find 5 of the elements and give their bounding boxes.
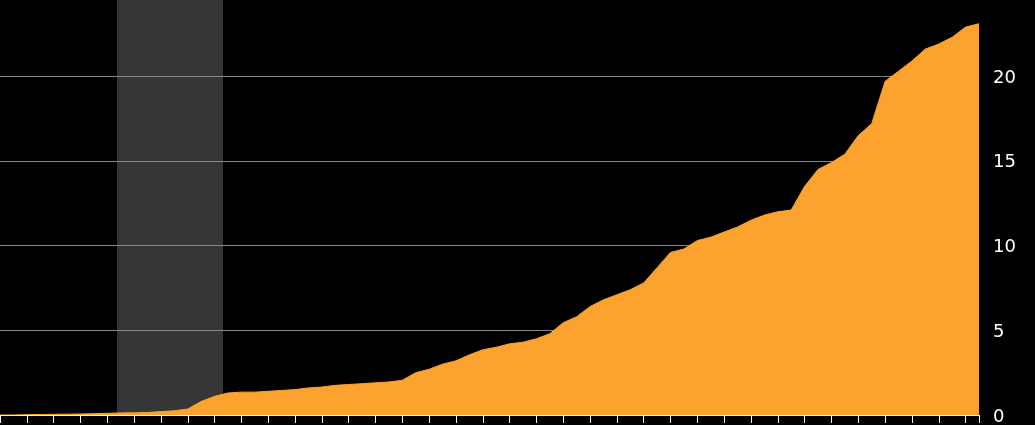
y-tick-label: 10	[993, 235, 1016, 257]
y-tick-label: 20	[993, 65, 1016, 87]
y-tick-label: 5	[993, 319, 1005, 341]
y-tick-label: 15	[993, 150, 1016, 172]
y-tick-label: 0	[993, 404, 1005, 425]
